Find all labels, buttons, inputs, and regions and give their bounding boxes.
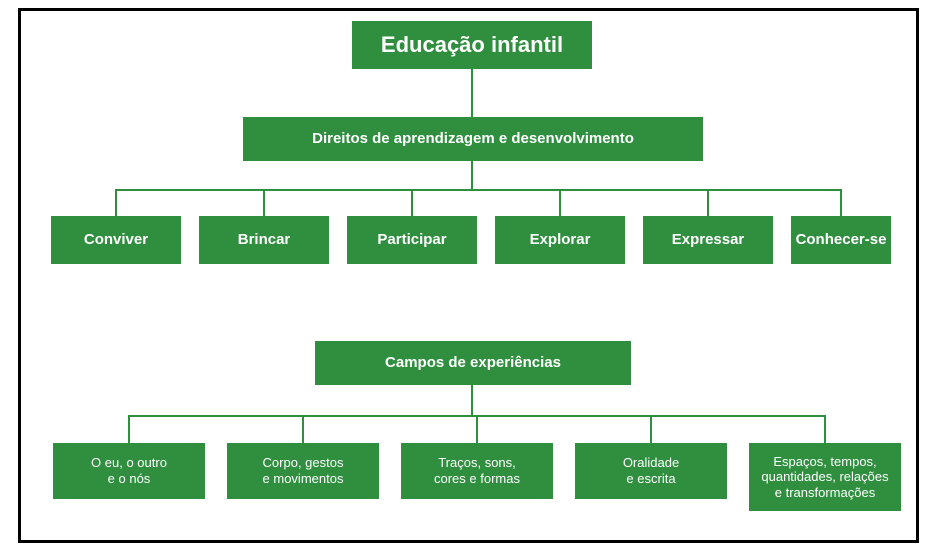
s1-child-5-label: Conhecer-se [796,231,887,249]
s1-child-0-label: Conviver [84,231,148,249]
s1-drop-1 [263,189,265,216]
s2-child-1-label: Corpo, gestose movimentos [263,455,344,486]
root-label: Educação infantil [381,32,563,58]
s2-child-3-label: Oralidadee escrita [623,455,679,486]
connector-root-s1 [471,69,473,117]
s2-stem [471,385,473,415]
s1-child-0: Conviver [51,216,181,264]
section2-label: Campos de experiências [385,354,561,372]
s2-drop-2 [476,415,478,443]
s2-child-2-label: Traços, sons,cores e formas [434,455,520,486]
diagram-frame: Educação infantil Direitos de aprendizag… [18,8,919,543]
s1-child-3-label: Explorar [530,231,591,249]
s2-child-0: O eu, o outroe o nós [53,443,205,499]
s2-child-1: Corpo, gestose movimentos [227,443,379,499]
s2-child-4-label: Espaços, tempos,quantidades, relaçõese t… [761,454,888,501]
s1-child-5: Conhecer-se [791,216,891,264]
s2-drop-0 [128,415,130,443]
s1-child-4: Expressar [643,216,773,264]
s2-drop-3 [650,415,652,443]
s1-child-4-label: Expressar [672,231,745,249]
s1-child-1-label: Brincar [238,231,291,249]
section1-box: Direitos de aprendizagem e desenvolvimen… [243,117,703,161]
root-box: Educação infantil [352,21,592,69]
s1-stem [471,161,473,189]
s1-child-2-label: Participar [377,231,446,249]
s2-drop-1 [302,415,304,443]
s2-drop-4 [824,415,826,443]
s1-child-3: Explorar [495,216,625,264]
s1-drop-4 [707,189,709,216]
s1-drop-0 [115,189,117,216]
s2-child-0-label: O eu, o outroe o nós [91,455,167,486]
s1-child-2: Participar [347,216,477,264]
s2-child-3: Oralidadee escrita [575,443,727,499]
s2-child-2: Traços, sons,cores e formas [401,443,553,499]
s1-hbar [115,189,842,191]
s1-drop-5 [840,189,842,216]
s1-child-1: Brincar [199,216,329,264]
s1-drop-2 [411,189,413,216]
s2-child-4: Espaços, tempos,quantidades, relaçõese t… [749,443,901,511]
section1-label: Direitos de aprendizagem e desenvolvimen… [312,130,634,148]
s1-drop-3 [559,189,561,216]
section2-box: Campos de experiências [315,341,631,385]
